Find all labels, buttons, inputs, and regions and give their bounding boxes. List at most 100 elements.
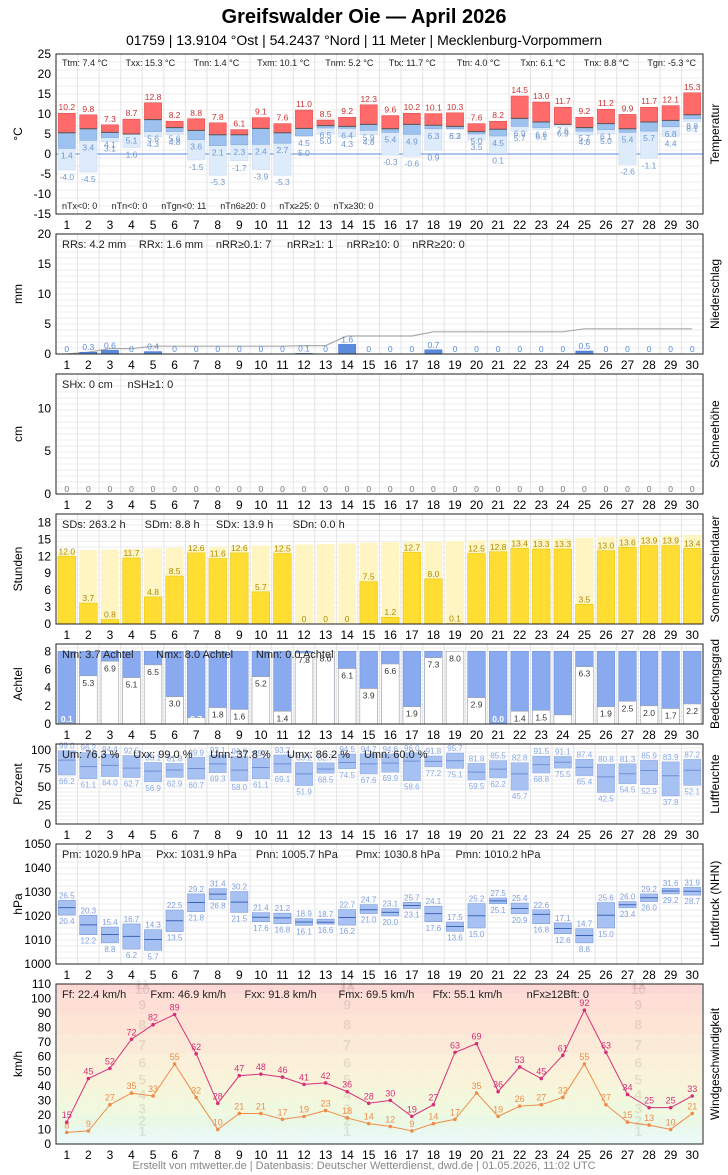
humidity-xtick-label: 3 — [107, 828, 114, 842]
cloud-xtick-label: 24 — [556, 728, 570, 742]
wind-mean-point — [108, 1102, 112, 1107]
pressure-max-label: 16.7 — [124, 915, 140, 924]
sun-possible-bar — [338, 543, 356, 624]
humidity-range-bar — [316, 762, 335, 774]
cloud-value-label: 2.2 — [686, 706, 698, 716]
wind-gust-label: 25 — [644, 1096, 654, 1106]
wind-gust-point — [302, 1082, 306, 1087]
temperature-ytick-label: 0 — [44, 147, 51, 161]
temp-max-bar — [640, 106, 658, 123]
wind-gust-point — [280, 1075, 285, 1079]
temperature-panel: 10.2 1.4 -4.0 9.8 3.4 -4.5 7.3 4.13.1 8.7 5.1 1.6 1… — [11, 47, 722, 232]
precipitation-xtick-label: 27 — [621, 358, 635, 372]
snow-value-label: 0 — [86, 484, 91, 494]
sun-value-label: 1.2 — [384, 607, 396, 617]
temp-max-bar — [510, 95, 529, 119]
precipitation-frame — [55, 233, 704, 355]
temp-max-bar — [618, 114, 637, 130]
pressure-xtick-label: 26 — [599, 968, 613, 982]
precip-value-label: 0 — [625, 344, 630, 354]
sunshine-xtick-label: 27 — [621, 628, 635, 642]
wind-gust-point — [474, 1041, 479, 1046]
humidity-max-label: 95.7 — [447, 744, 463, 753]
cloud-xtick-label: 1 — [63, 728, 70, 742]
temp-max-label: 13.0 — [533, 91, 550, 101]
temperature-ytick-label: -10 — [34, 187, 52, 201]
precipitation-xtick-label: 30 — [686, 358, 700, 372]
snow-stat: nSH≥1: 0 — [127, 379, 173, 391]
temp-max-label: 12.3 — [360, 94, 377, 104]
pressure-xtick-label: 25 — [578, 968, 592, 982]
cloud-xtick-label: 25 — [578, 728, 592, 742]
pressure-max-label: 17.5 — [447, 913, 463, 922]
wind-mean-label: 9 — [409, 1119, 414, 1129]
wind-mean-label: 55 — [579, 1052, 589, 1062]
wind-mean-label: 21 — [234, 1101, 244, 1111]
wind-xtick-label: 1 — [63, 1148, 70, 1162]
wind-xtick-label: 6 — [171, 1148, 178, 1162]
sunshine-stat: SDx: 13.9 h — [216, 519, 273, 531]
precip-bar — [424, 349, 443, 355]
temp-count-stat: nTx<0: 0 — [62, 201, 97, 211]
wind-beaufort-number: 8 — [634, 1017, 642, 1033]
precipitation-xtick-label: 29 — [664, 358, 678, 372]
snow-xtick-label: 9 — [236, 498, 243, 512]
temp-min-bar — [575, 127, 594, 132]
snow-xtick-label: 25 — [578, 498, 592, 512]
temp-min-bar — [359, 124, 378, 131]
snow-value-label: 0 — [604, 484, 609, 494]
temperature-side-label: Temperatur — [708, 104, 722, 165]
humidity-range-bar — [510, 762, 529, 791]
cloud-value-label: 5.2 — [255, 679, 267, 689]
wind-mean-label: 14 — [364, 1112, 374, 1122]
temperature-xtick-label: 28 — [642, 218, 656, 232]
sunshine-ytick-label: 18 — [38, 515, 52, 529]
humidity-ytick-label: 0 — [44, 817, 51, 831]
wind-gust-label: 28 — [364, 1091, 374, 1101]
humidity-xtick-label: 13 — [319, 828, 333, 842]
wind-xtick-label: 24 — [556, 1148, 570, 1162]
pressure-max-label: 26.5 — [59, 891, 75, 900]
temp-min-bar — [489, 128, 507, 137]
temp-groundmin-label: 4.3 — [147, 139, 159, 149]
wind-xtick-label: 13 — [319, 1148, 333, 1162]
wind-gust-label: 28 — [213, 1091, 223, 1101]
cloud-value-label: 5.1 — [126, 680, 138, 690]
wind-gust-point — [604, 1050, 608, 1055]
pressure-xtick-label: 7 — [193, 968, 200, 982]
precip-value-label: 0.3 — [82, 342, 94, 352]
humidity-min-label: 58.0 — [232, 783, 248, 792]
wind-xtick-label: 3 — [107, 1148, 114, 1162]
wind-gust-point — [259, 1072, 263, 1076]
pressure-xtick-label: 6 — [171, 968, 178, 982]
sun-value-label: 12.5 — [468, 543, 485, 553]
wind-mean-point — [431, 1121, 436, 1126]
snow-xtick-label: 11 — [276, 498, 289, 512]
humidity-xtick-label: 1 — [63, 828, 70, 842]
wind-gust-point — [129, 1037, 134, 1042]
wind-gust-point — [151, 1022, 155, 1027]
sunshine-frame — [55, 513, 704, 625]
wind-mean-label: 9 — [86, 1119, 91, 1129]
cloud-value-label: 2.0 — [643, 708, 655, 718]
pressure-max-label: 26.0 — [620, 893, 636, 902]
cloud-xtick-label: 9 — [236, 728, 243, 742]
pressure-panel: 26.5 20.4 20.3 12.2 15.4 8.8 16.7 6.2 14.3 5.7 22.… — [11, 837, 722, 982]
wind-gust-point — [237, 1073, 242, 1078]
wind-mean-label: 33 — [148, 1084, 158, 1094]
pressure-min-label: 16.8 — [533, 926, 549, 935]
wind-beaufort-number: 7 — [634, 1036, 642, 1052]
snow-value-label: 0 — [625, 484, 630, 494]
precip-value-label: 0 — [539, 344, 544, 354]
wind-beaufort-number: 10 — [631, 981, 647, 997]
wind-xtick-label: 11 — [276, 1148, 289, 1162]
humidity-xtick-label: 24 — [556, 828, 570, 842]
temperature-xtick-label: 29 — [664, 218, 678, 232]
sun-value-label: 12.8 — [490, 542, 507, 552]
humidity-max-label: 81.8 — [167, 754, 183, 763]
temp-max-bar — [381, 115, 400, 130]
precipitation-xtick-label: 1 — [63, 358, 70, 372]
temp-min-label: 5.9 — [363, 132, 375, 142]
temp-min-bar — [273, 132, 292, 144]
